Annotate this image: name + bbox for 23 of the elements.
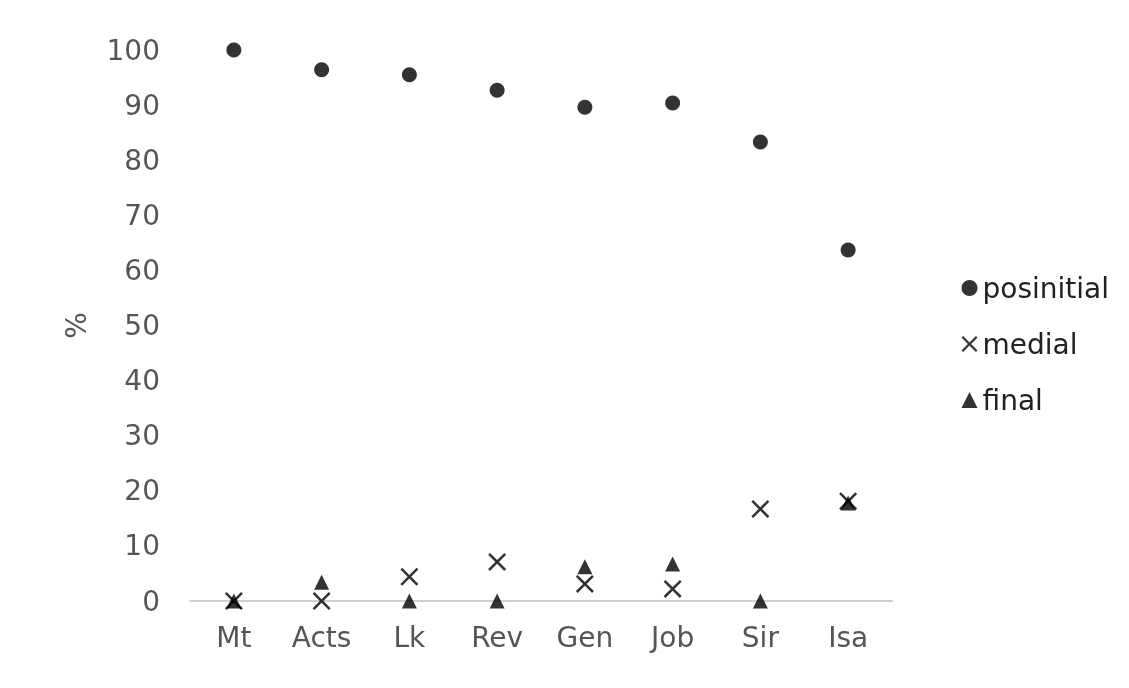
x-tick-label: Lk: [393, 620, 427, 654]
x-tick-label: Sir: [741, 620, 780, 654]
x-tick-label: Rev: [471, 620, 524, 654]
y-tick-label: 100: [106, 33, 160, 67]
x-tick-label: Job: [649, 620, 695, 654]
y-axis-title: %: [59, 312, 93, 339]
x-tick-label: Acts: [291, 620, 352, 654]
y-tick-label: 80: [124, 143, 160, 177]
legend-label: final: [982, 383, 1043, 417]
y-tick-label: 20: [124, 474, 160, 508]
legend-label: medial: [982, 327, 1078, 361]
legend-label: posinitial: [982, 271, 1110, 305]
y-tick-label: 10: [124, 529, 160, 563]
y-tick-label: 40: [124, 364, 160, 398]
y-tick-label: 50: [124, 309, 160, 342]
y-tick-label: 0: [142, 584, 160, 618]
y-tick-label: 90: [124, 88, 160, 122]
x-tick-label: Gen: [556, 620, 614, 654]
x-tick-label: Mt: [216, 620, 252, 654]
y-tick-label: 30: [124, 419, 160, 453]
y-tick-label: 70: [124, 198, 160, 232]
y-tick-label: 60: [124, 253, 160, 287]
x-tick-label: Isa: [828, 620, 869, 654]
